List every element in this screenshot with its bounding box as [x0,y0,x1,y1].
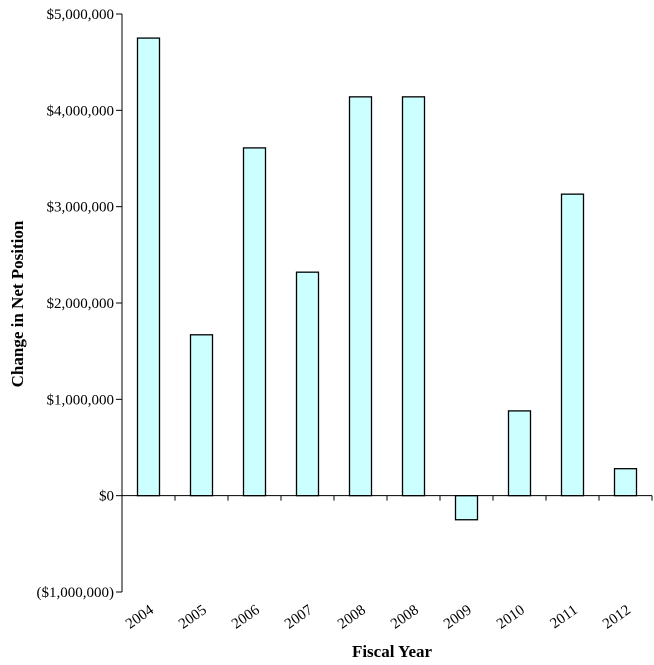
x-axis-ticks: 2004 2005 2006 2007 2008 2008 2009 2010 2011 2012 [121,495,653,633]
bar [560,193,585,497]
bar [295,271,320,497]
x-axis-title: Fiscal Year [352,642,433,660]
x-tick-label: 2010 [494,602,528,632]
y-tick-label: $0 [99,489,114,505]
y-axis-title: Change in Net Position [8,220,27,387]
x-tick-label: 2005 [176,602,210,632]
x-tick-label: 2011 [547,602,580,632]
x-tick-label: 2004 [123,602,157,633]
bar [454,495,479,521]
bar [189,334,214,497]
y-tick-label: $2,000,000 [47,296,115,312]
plot-area [121,14,652,592]
bar [613,468,638,497]
y-tick-label: $1,000,000 [47,392,115,408]
y-tick-label: $3,000,000 [47,200,115,216]
bar [242,147,267,497]
y-tick-label: ($1,000,000) [37,585,115,601]
x-tick-label: 2008 [388,602,422,632]
y-tick-label: $5,000,000 [47,7,115,23]
x-tick-label: 2006 [229,602,263,633]
bar [348,96,373,497]
x-tick-label: 2007 [282,602,316,633]
x-tick-label: 2012 [600,602,634,632]
y-tick-label: $4,000,000 [47,103,115,119]
y-axis-ticks: ($1,000,000) $0 $1,000,000 $2,000,000 $3,000… [37,7,122,601]
x-tick-label: 2008 [335,602,369,632]
bar [507,410,532,497]
bar [136,37,161,497]
x-tick-label: 2009 [441,602,475,632]
bar [401,96,426,497]
